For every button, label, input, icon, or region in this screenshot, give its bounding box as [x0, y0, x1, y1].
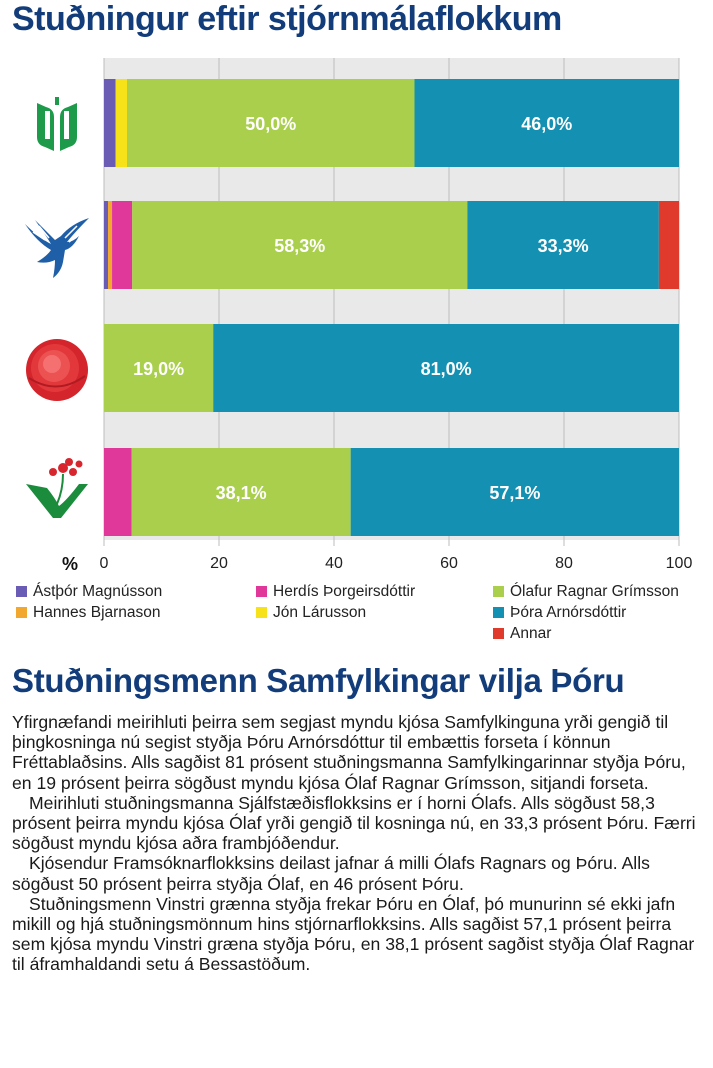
- data-label: 57,1%: [489, 483, 540, 503]
- data-label: 58,3%: [274, 236, 325, 256]
- tick-label: 0: [100, 555, 109, 572]
- tick-label: 60: [440, 555, 458, 572]
- bar-segment: [658, 201, 679, 289]
- legend-swatch: [256, 586, 267, 597]
- bar-segment: [414, 79, 679, 167]
- legend-swatch: [493, 628, 504, 639]
- legend-item-annar: Annar: [493, 625, 551, 643]
- data-label: 38,1%: [216, 483, 267, 503]
- bar-segment: [467, 201, 659, 289]
- legend-swatch: [493, 586, 504, 597]
- article-paragraph: Kjósendur Framsóknarflokksins deilast ja…: [12, 853, 650, 894]
- data-label: 19,0%: [133, 359, 184, 379]
- bar-segment: [132, 201, 468, 289]
- bar-segment: [115, 79, 127, 167]
- bar-segment: [104, 324, 214, 412]
- data-label: 33,3%: [538, 236, 589, 256]
- tick-label: 100: [666, 555, 693, 572]
- bar-segment: [131, 448, 351, 536]
- legend-swatch: [256, 607, 267, 618]
- legend-swatch: [493, 607, 504, 618]
- data-label: 81,0%: [421, 359, 472, 379]
- axis-unit-label: %: [62, 554, 78, 574]
- legend-item-olafur: Ólafur Ragnar Grímsson: [493, 583, 679, 601]
- legend-item-jon: Jón Lárusson: [256, 604, 366, 622]
- vinstri-graen-logo-icon: [26, 458, 88, 518]
- article-body: Yfirgnæfandi meirihluti þeirra sem segja…: [12, 712, 702, 975]
- tick-label: 20: [210, 555, 228, 572]
- bar-segment: [350, 448, 679, 536]
- bar-segment: [104, 448, 132, 536]
- bar-segment: [213, 324, 679, 412]
- bar-segment: [127, 79, 415, 167]
- bar-segment: [104, 79, 116, 167]
- legend-item-herdis: Herdís Þorgeirsdóttir: [256, 583, 415, 601]
- legend-swatch: [16, 607, 27, 618]
- article-headline: Stuðningsmenn Samfylkingar vilja Þóru: [12, 662, 625, 699]
- samfylkingin-rose-icon: [26, 339, 88, 401]
- legend-item-thora: Þóra Arnórsdóttir: [493, 604, 626, 622]
- article-paragraph: Meirihluti stuðningsmanna Sjálfstæðisflo…: [12, 792, 696, 854]
- chart-title: Stuðningur eftir stjórnmálaflokkum: [12, 0, 562, 38]
- data-label: 46,0%: [521, 114, 572, 134]
- tick-label: 40: [325, 555, 343, 572]
- article-paragraph: Yfirgnæfandi meirihluti þeirra sem segja…: [12, 712, 686, 793]
- legend-swatch: [16, 586, 27, 597]
- tick-label: 80: [555, 555, 573, 572]
- stacked-bar-chart: 50,0% 46,0% 58,3% 33,3% 19,0% 81,0% 38,1% 57,1%: [25, 58, 693, 574]
- legend-item-astthor: Ástþór Magnússon: [16, 583, 162, 601]
- article-paragraph: Stuðningsmenn Vinstri grænna styðja frek…: [12, 893, 695, 975]
- bar-segment: [112, 201, 133, 289]
- bar-segment: [108, 201, 113, 289]
- data-label: 50,0%: [245, 114, 296, 134]
- bar-segment: [104, 201, 109, 289]
- framsoknarflokkurinn-logo-icon: [37, 97, 77, 151]
- sjalfstaedisflokkurinn-falcon-icon: [25, 218, 89, 278]
- legend-item-hannes: Hannes Bjarnason: [16, 604, 161, 622]
